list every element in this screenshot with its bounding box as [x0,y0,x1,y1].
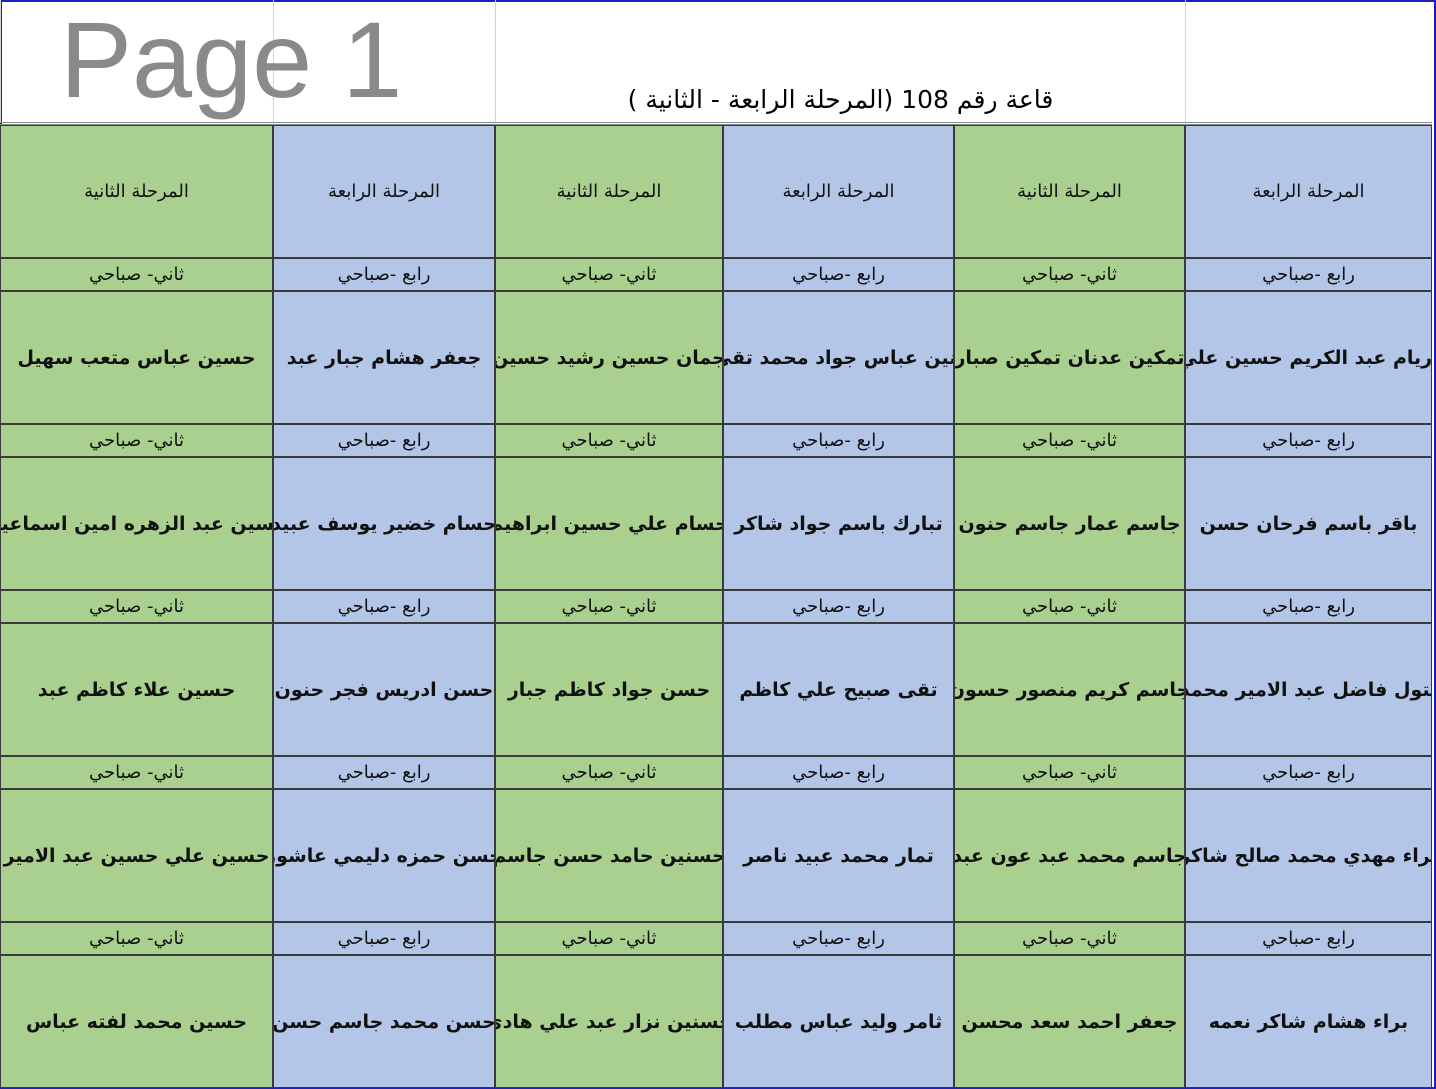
shift-label-cell[interactable]: رابع -صباحي [1185,258,1432,291]
student-name-cell[interactable]: حسن ادريس فجر حنون [273,623,495,756]
stage-header-cell[interactable]: المرحلة الرابعة [273,125,495,258]
header-cell [273,0,495,122]
student-name-cell[interactable]: أريام عبد الكريم حسين علي [1185,291,1432,424]
shift-label-cell[interactable]: ثاني- صباحي [954,258,1185,291]
shift-label-cell[interactable]: ثاني- صباحي [495,590,723,623]
student-name-cell[interactable]: حسين عباس متعب سهيل [0,291,273,424]
shift-label-cell[interactable]: ثاني- صباحي [954,922,1185,955]
shift-label-cell[interactable]: رابع -صباحي [1185,590,1432,623]
shift-label-cell[interactable]: ثاني- صباحي [495,424,723,457]
shift-label-cell[interactable]: ثاني- صباحي [0,756,273,789]
shift-label-cell[interactable]: ثاني- صباحي [495,258,723,291]
student-name-cell[interactable]: تمكين عدنان تمكين صبار [954,291,1185,424]
page-title: قاعة رقم 108 (المرحلة الرابعة - الثانية … [627,85,1054,114]
student-name-cell[interactable]: حسنين حامد حسن جاسم [495,789,723,922]
student-name-cell[interactable]: جعفر احمد سعد محسن [954,955,1185,1088]
shift-label-cell[interactable]: رابع -صباحي [1185,756,1432,789]
stage-header-cell[interactable]: المرحلة الثانية [0,125,273,258]
student-name-cell[interactable]: حسن جواد كاظم جبار [495,623,723,756]
shift-label-cell[interactable]: رابع -صباحي [723,590,954,623]
student-name-cell[interactable]: حسن محمد جاسم حسن [273,955,495,1088]
student-name-cell[interactable]: حسين علاء كاظم عبد [0,623,273,756]
shift-label-cell[interactable]: ثاني- صباحي [0,424,273,457]
shift-label-cell[interactable]: ثاني- صباحي [0,258,273,291]
shift-label-cell[interactable]: ثاني- صباحي [0,922,273,955]
student-name-cell[interactable]: حسام خضير يوسف عبيد [273,457,495,590]
student-name-cell[interactable]: جاسم عمار جاسم حنون [954,457,1185,590]
student-name-cell[interactable]: جعفر هشام جبار عبد [273,291,495,424]
stage-header-cell[interactable]: المرحلة الرابعة [723,125,954,258]
shift-label-cell[interactable]: رابع -صباحي [1185,922,1432,955]
header-cell [1185,0,1432,122]
stage-header-cell[interactable]: المرحلة الثانية [495,125,723,258]
student-name-cell[interactable]: حسين علي حسين عبد الامير [0,789,273,922]
shift-label-cell[interactable]: رابع -صباحي [723,922,954,955]
shift-label-cell[interactable]: ثاني- صباحي [954,424,1185,457]
student-name-cell[interactable]: حسين عبد الزهره امين اسماعيل [0,457,273,590]
student-name-cell[interactable]: جاسم كريم منصور حسون [954,623,1185,756]
shift-label-cell[interactable]: ثاني- صباحي [954,590,1185,623]
student-name-cell[interactable]: جمان حسين رشيد حسين [495,291,723,424]
shift-label-cell[interactable]: رابع -صباحي [1185,424,1432,457]
shift-label-cell[interactable]: رابع -صباحي [273,258,495,291]
student-name-cell[interactable]: حسين محمد لفته عباس [0,955,273,1088]
student-name-cell[interactable]: حسن حمزه دليمي عاشور [273,789,495,922]
student-name-cell[interactable]: جاسم محمد عبد عون عبد [954,789,1185,922]
shift-label-cell[interactable]: رابع -صباحي [723,756,954,789]
shift-label-cell[interactable]: رابع -صباحي [723,258,954,291]
seating-table: المرحلة الرابعة المرحلة الثانية المرحلة ال… [0,125,1432,1088]
shift-label-cell[interactable]: رابع -صباحي [273,922,495,955]
sheet-header: قاعة رقم 108 (المرحلة الرابعة - الثانية … [0,0,1432,125]
shift-label-cell[interactable]: ثاني- صباحي [954,756,1185,789]
shift-label-cell[interactable]: ثاني- صباحي [495,922,723,955]
stage-header-cell[interactable]: المرحلة الرابعة [1185,125,1432,258]
student-name-cell[interactable]: تبارك باسم جواد شاكر [723,457,954,590]
student-name-cell[interactable]: تقى صبيح علي كاظم [723,623,954,756]
student-name-cell[interactable]: بتول فاضل عبد الامير محمد [1185,623,1432,756]
student-name-cell[interactable]: حسنين نزار عبد علي هادي [495,955,723,1088]
student-name-cell[interactable]: ثامر وليد عباس مطلب [723,955,954,1088]
student-name-cell[interactable]: تمار محمد عبيد ناصر [723,789,954,922]
student-name-cell[interactable]: حسام علي حسين ابراهيم [495,457,723,590]
header-title-cell: قاعة رقم 108 (المرحلة الرابعة - الثانية … [495,0,1185,122]
student-name-cell[interactable]: باقر باسم فرحان حسن [1185,457,1432,590]
shift-label-cell[interactable]: رابع -صباحي [723,424,954,457]
shift-label-cell[interactable]: رابع -صباحي [273,424,495,457]
student-name-cell[interactable]: براء هشام شاكر نعمه [1185,955,1432,1088]
shift-label-cell[interactable]: رابع -صباحي [273,590,495,623]
stage-header-cell[interactable]: المرحلة الثانية [954,125,1185,258]
header-cell [0,0,273,122]
student-name-cell[interactable]: بنين عباس جواد محمد تقي [723,291,954,424]
student-name-cell[interactable]: براء مهدي محمد صالح شاكر [1185,789,1432,922]
shift-label-cell[interactable]: ثاني- صباحي [495,756,723,789]
shift-label-cell[interactable]: رابع -صباحي [273,756,495,789]
shift-label-cell[interactable]: ثاني- صباحي [0,590,273,623]
